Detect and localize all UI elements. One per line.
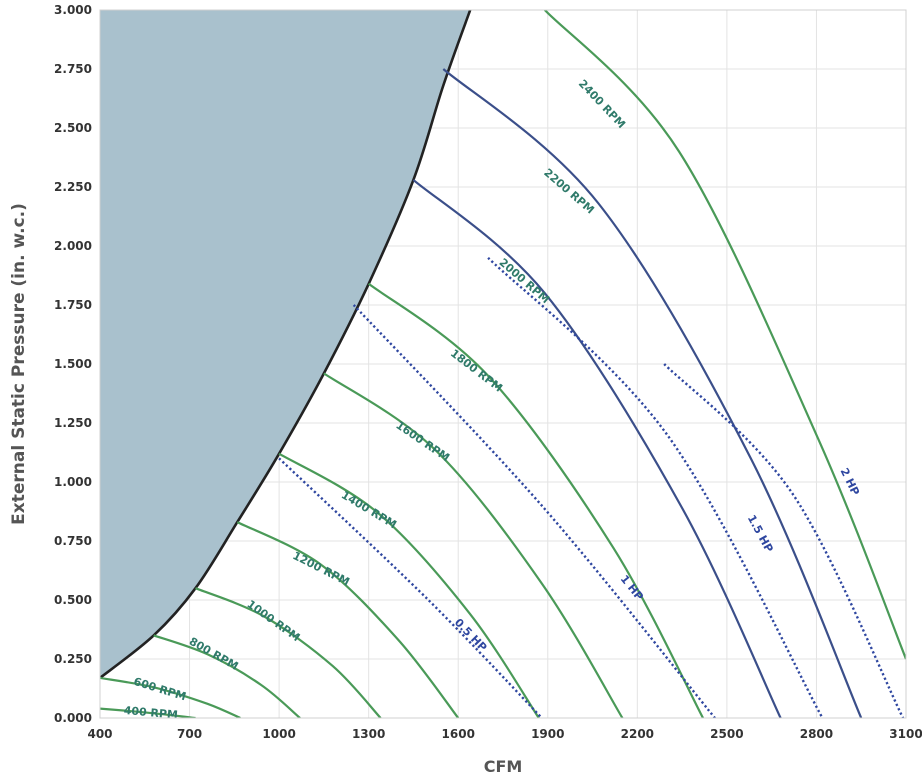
x-tick-label: 3100 (889, 727, 922, 741)
y-tick-label: 2.000 (54, 239, 92, 253)
1-5-hp-curve (487, 256, 824, 718)
400-rpm-curve (100, 707, 196, 718)
y-tick-label: 2.250 (54, 180, 92, 194)
y-axis-title: External Static Pressure (in. w.c.) (9, 203, 29, 525)
400-rpm-label: 400 RPM (123, 704, 178, 722)
x-tick-label: 1600 (442, 727, 475, 741)
unstable-region-fill (100, 10, 471, 678)
0-5-hp-curve (278, 457, 543, 718)
y-tick-label: 1.500 (54, 357, 92, 371)
x-tick-label: 1000 (262, 727, 295, 741)
2000-rpm-curve (412, 179, 782, 718)
y-tick-label: 0.500 (54, 593, 92, 607)
y-tick-label: 1.000 (54, 475, 92, 489)
plot-border (99, 9, 907, 719)
y-tick-label: 0.000 (54, 711, 92, 725)
y-tick-labels: 0.000 0.250 0.500 0.750 1.000 1.250 1.500 1.750… (54, 3, 92, 725)
x-tick-labels: 400 700 1000 1300 1600 1900 2200 2500 2800 3100 (87, 727, 922, 741)
y-tick-label: 1.750 (54, 298, 92, 312)
x-tick-label: 1900 (531, 727, 564, 741)
800-rpm-curve (153, 634, 301, 718)
y-tick-label: 3.000 (54, 3, 92, 17)
y-tick-label: 2.750 (54, 62, 92, 76)
unstable-region-boundary (100, 10, 472, 679)
x-tick-label: 400 (87, 727, 112, 741)
x-tick-label: 700 (177, 727, 202, 741)
hp-curves (278, 256, 905, 718)
y-tick-label: 0.750 (54, 534, 92, 548)
2-hp-curve (663, 363, 905, 718)
unstable-region (100, 10, 472, 679)
x-tick-label: 2200 (621, 727, 654, 741)
2200-rpm-curve (442, 68, 863, 718)
1200-rpm-curve (236, 521, 460, 718)
600-rpm-curve (100, 676, 241, 718)
x-axis-title: CFM (484, 757, 523, 776)
1800-rpm-curve (368, 282, 704, 718)
y-tick-label: 1.250 (54, 416, 92, 430)
x-tick-label: 2500 (710, 727, 743, 741)
x-tick-label: 2800 (800, 727, 833, 741)
2400-rpm-curve (544, 10, 906, 660)
1-hp-curve (352, 304, 716, 718)
1600-rpm-curve (323, 372, 624, 718)
rpm-curves (100, 10, 906, 718)
x-tick-label: 1300 (352, 727, 385, 741)
y-tick-label: 0.250 (54, 652, 92, 666)
1000-rpm-curve (195, 587, 382, 718)
1400-rpm-curve (278, 452, 540, 718)
y-tick-label: 2.500 (54, 121, 92, 135)
